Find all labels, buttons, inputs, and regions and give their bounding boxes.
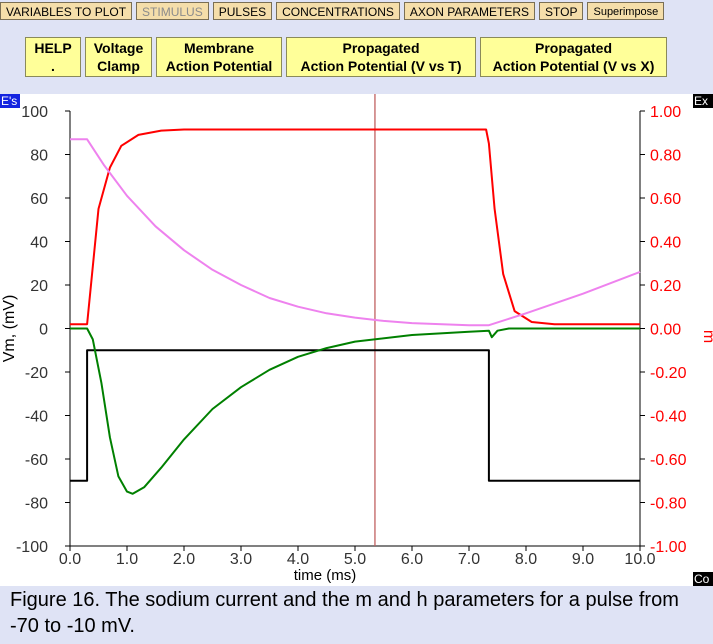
plot-panel: 100 80 60 40 20 0 -20 -40 -60 -80 -100 1.00 0.80 0.60… bbox=[0, 94, 713, 586]
voltage-clamp-line2: Clamp bbox=[97, 58, 140, 74]
chart-svg: 100 80 60 40 20 0 -20 -40 -60 -80 -100 1.00 0.80 0.60… bbox=[1, 94, 713, 584]
x-tick-label: 10.0 bbox=[624, 551, 655, 568]
membrane-ap-line2: Action Potential bbox=[165, 58, 273, 74]
help-button-line1: HELP bbox=[34, 40, 72, 56]
superimpose-button[interactable]: Superimpose bbox=[587, 2, 665, 20]
y-tick-label-left: 60 bbox=[30, 191, 48, 208]
voltage-clamp-button[interactable]: Voltage Clamp bbox=[85, 37, 152, 77]
x-tick-label: 1.0 bbox=[116, 551, 138, 568]
membrane-ap-line1: Membrane bbox=[183, 40, 255, 56]
y-axis-label-left: Vm, (mV) bbox=[1, 295, 18, 363]
y-tick-label-left: 20 bbox=[30, 278, 48, 295]
y-tick-label-left: 40 bbox=[30, 235, 48, 252]
stop-button[interactable]: STOP bbox=[539, 2, 584, 20]
action-buttons: HELP . Voltage Clamp Membrane Action Pot… bbox=[25, 37, 667, 77]
x-tick-label: 7.0 bbox=[458, 551, 480, 568]
y-tick-label-right: 0.80 bbox=[650, 148, 681, 165]
panel-tag-bottom[interactable]: Co bbox=[693, 572, 713, 586]
figure-caption: Figure 16. The sodium current and the m … bbox=[10, 589, 679, 637]
help-button[interactable]: HELP . bbox=[25, 37, 81, 77]
y-tick-label-left: -20 bbox=[25, 365, 48, 382]
y-tick-label-left: 80 bbox=[30, 148, 48, 165]
y-tick-label-left: -100 bbox=[16, 539, 48, 556]
series-h-line bbox=[70, 138, 641, 327]
variables-to-plot-button[interactable]: VARIABLES TO PLOT bbox=[0, 2, 133, 20]
x-tick-label: 6.0 bbox=[401, 551, 423, 568]
x-tick-label: 4.0 bbox=[287, 551, 309, 568]
y-axis-label-right: m bbox=[700, 330, 713, 343]
x-tick-label: 2.0 bbox=[173, 551, 195, 568]
top-toolbar: VARIABLES TO PLOT STIMULUS PULSES CONCEN… bbox=[0, 0, 713, 22]
y-tick-label-left: -60 bbox=[25, 452, 48, 469]
concentrations-button[interactable]: CONCENTRATIONS bbox=[276, 2, 400, 20]
membrane-action-potential-button[interactable]: Membrane Action Potential bbox=[156, 37, 282, 77]
axon-parameters-button[interactable]: AXON PARAMETERS bbox=[403, 2, 536, 20]
y-tick-label-right: -0.40 bbox=[650, 409, 687, 426]
pulses-button[interactable]: PULSES bbox=[212, 2, 273, 20]
x-tick-label: 8.0 bbox=[515, 551, 537, 568]
voltage-clamp-line1: Voltage bbox=[93, 40, 144, 56]
y-tick-label-right: -0.20 bbox=[650, 365, 687, 382]
y-tick-label-right: 0.40 bbox=[650, 235, 681, 252]
y-tick-label-right: 0.20 bbox=[650, 278, 681, 295]
y-tick-label-left: -80 bbox=[25, 496, 48, 513]
x-tick-label: 3.0 bbox=[230, 551, 252, 568]
y-tick-label-right: 0.00 bbox=[650, 322, 681, 339]
propagated-ap-v-vs-t-button[interactable]: Propagated Action Potential (V vs T) bbox=[286, 37, 476, 77]
series-voltage-line bbox=[70, 349, 640, 482]
series-sodium-current-line bbox=[70, 327, 640, 495]
panel-tag-right[interactable]: Ex bbox=[693, 94, 713, 108]
x-axis-label: time (ms) bbox=[294, 567, 357, 584]
y-tick-label-right: 1.00 bbox=[650, 104, 681, 121]
help-button-line2: . bbox=[51, 58, 55, 74]
x-tick-label: 9.0 bbox=[572, 551, 594, 568]
y-tick-label-right: -1.00 bbox=[650, 539, 687, 556]
y-tick-label-left: -40 bbox=[25, 409, 48, 426]
prop-ap-vx-line1: Propagated bbox=[534, 40, 612, 56]
panel-tag-left[interactable]: E's bbox=[0, 94, 20, 108]
series-m-line bbox=[70, 128, 640, 326]
y-tick-label-left: 100 bbox=[21, 104, 48, 121]
stimulus-button[interactable]: STIMULUS bbox=[136, 2, 209, 20]
x-tick-label: 5.0 bbox=[344, 551, 366, 568]
x-tick-label: 0.0 bbox=[59, 551, 81, 568]
prop-ap-vt-line1: Propagated bbox=[342, 40, 420, 56]
y-tick-label-left: 0 bbox=[39, 322, 48, 339]
propagated-ap-v-vs-x-button[interactable]: Propagated Action Potential (V vs X) bbox=[480, 37, 667, 77]
prop-ap-vt-line2: Action Potential (V vs T) bbox=[300, 58, 462, 74]
y-tick-label-right: 0.60 bbox=[650, 191, 681, 208]
y-tick-label-right: -0.60 bbox=[650, 452, 687, 469]
prop-ap-vx-line2: Action Potential (V vs X) bbox=[492, 58, 655, 74]
y-tick-label-right: -0.80 bbox=[650, 496, 687, 513]
